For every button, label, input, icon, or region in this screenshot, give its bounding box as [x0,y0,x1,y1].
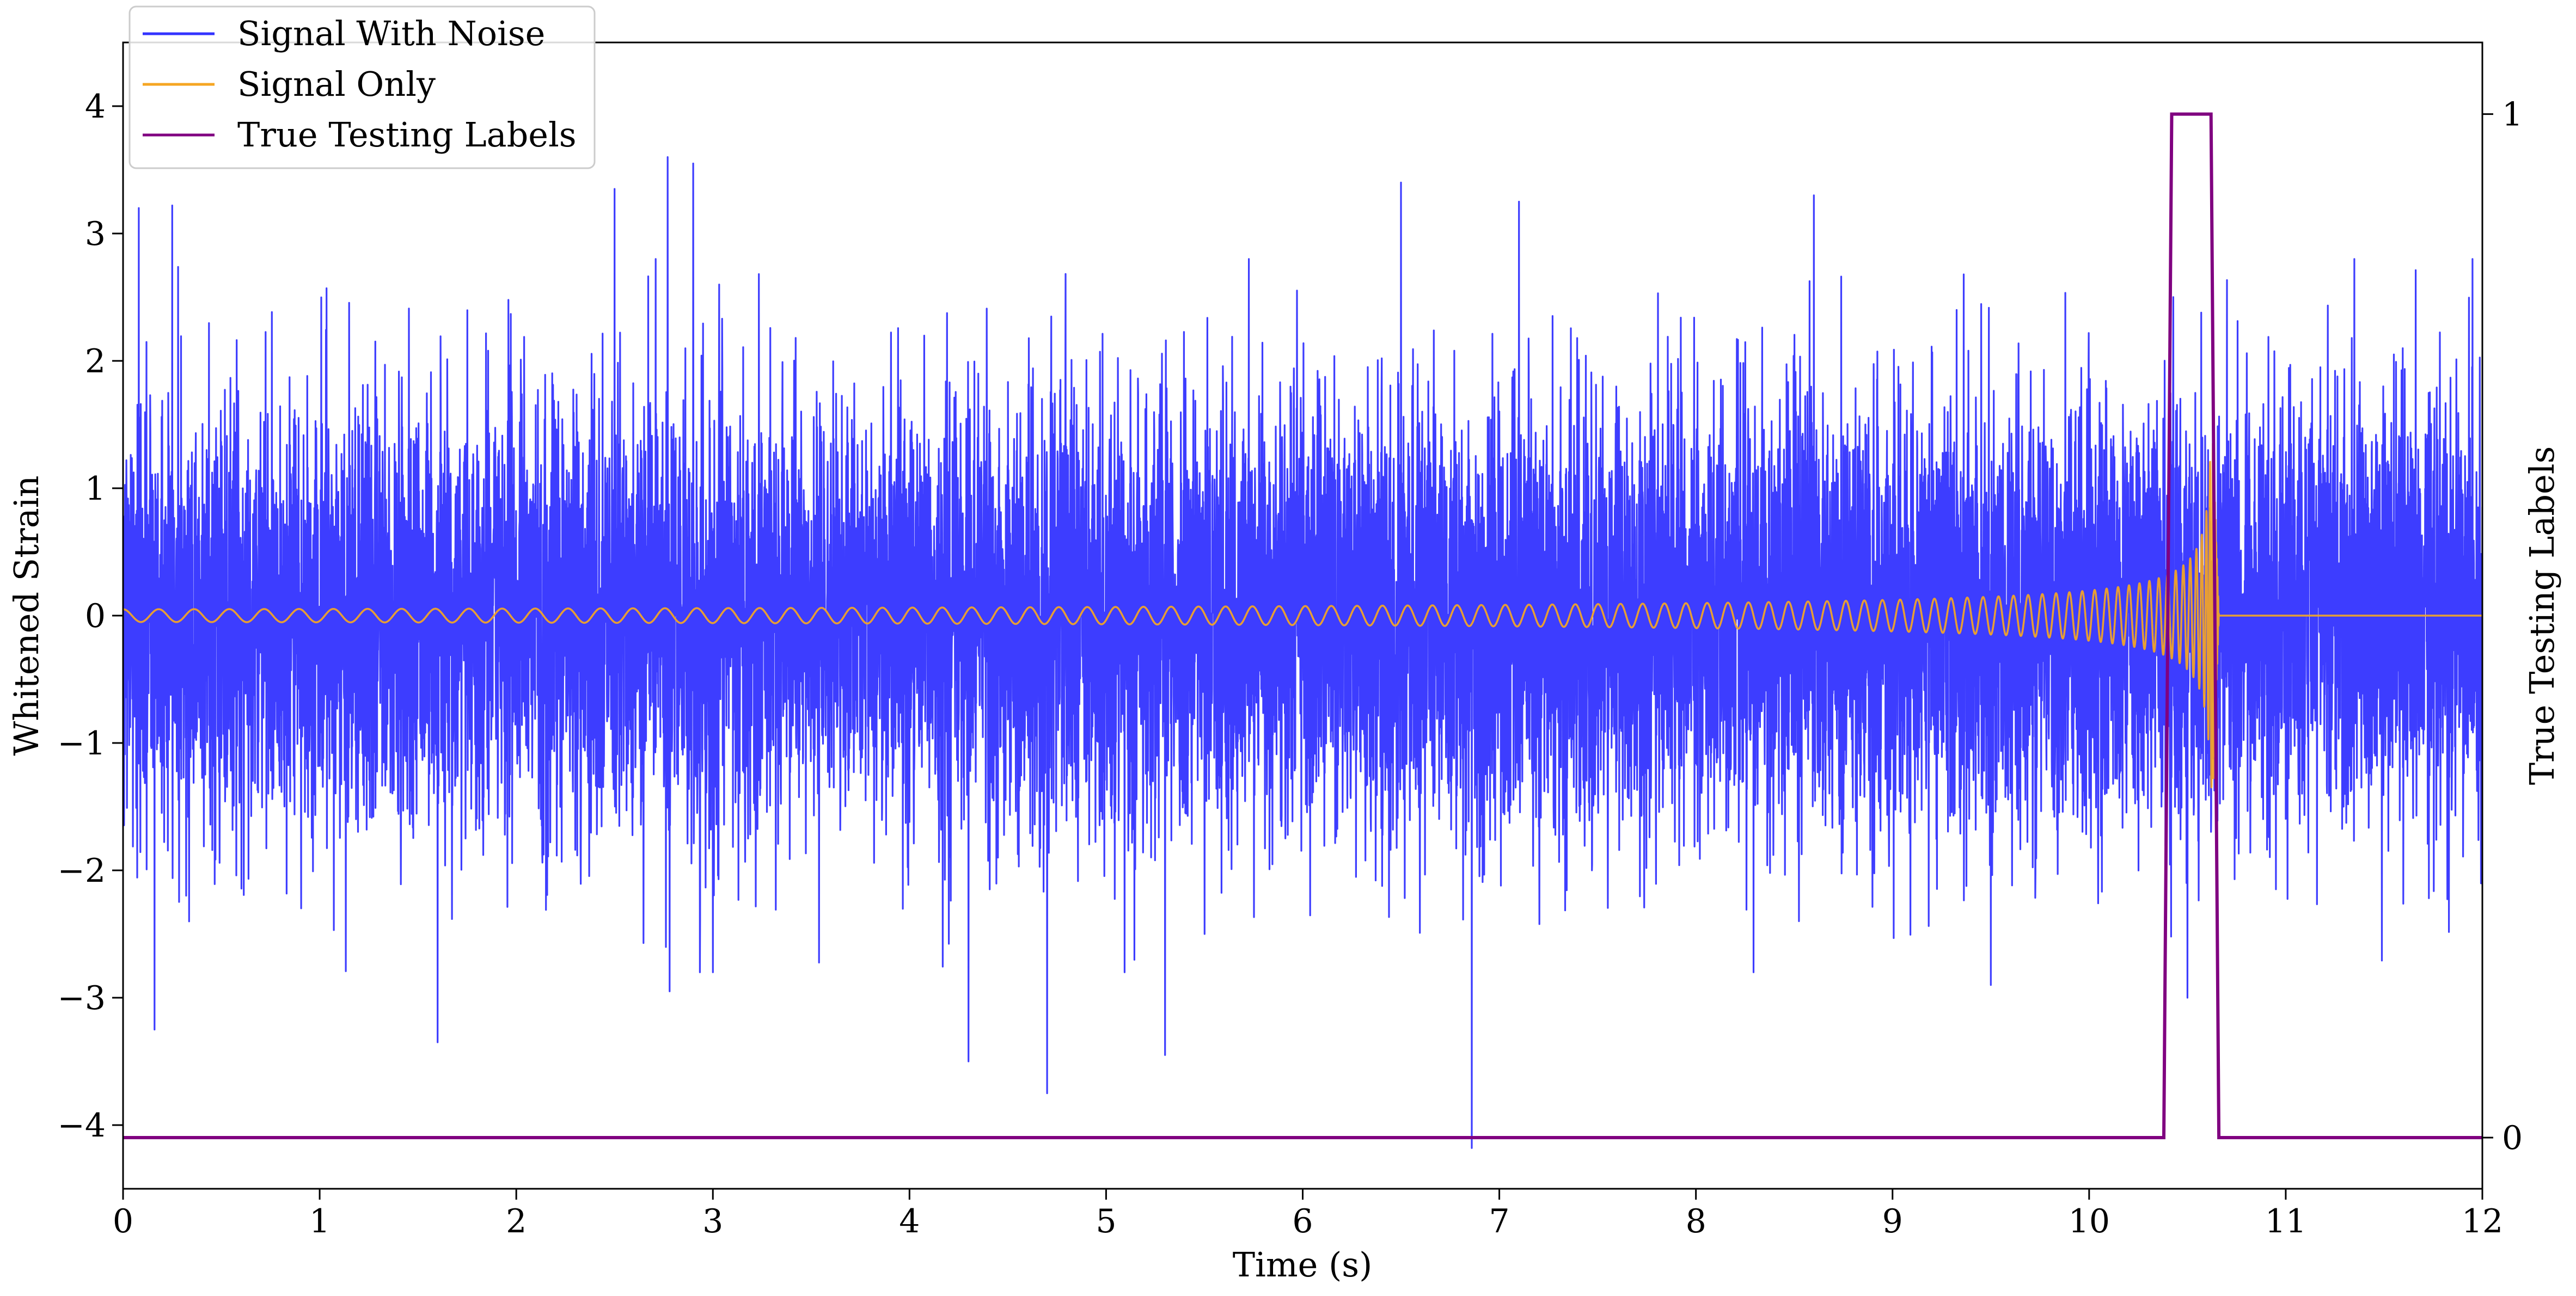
y-tick-label: 1 [85,470,106,508]
true-testing-labels-line [123,112,2482,1139]
y2-axis-label: True Testing Labels [2522,446,2562,785]
x-tick-label: 0 [113,1202,133,1240]
legend-entry-signal-with-noise: Signal With Noise [237,14,545,53]
x-tick-label: 8 [1686,1202,1706,1240]
signal-with-noise-line [123,156,2482,1149]
legend: Signal With Noise Signal Only True Testi… [129,5,596,169]
x-tick-label: 11 [2265,1202,2306,1240]
x-tick-label: 2 [506,1202,527,1240]
y-tick-label: 2 [85,342,106,380]
legend-entry-true-testing-labels: True Testing Labels [237,115,577,155]
series-signal-only [123,443,2482,789]
y-tick-label: 0 [85,597,106,635]
x-tick-label: 4 [899,1202,920,1240]
x-tick-label: 6 [1292,1202,1313,1240]
x-tick-label: 9 [1882,1202,1903,1240]
x-tick-label: 12 [2462,1202,2503,1240]
y-axis-label: Whitened Strain [7,476,46,756]
series-true-testing-labels [123,112,2482,1139]
x-tick-label: 7 [1489,1202,1509,1240]
x-tick-label: 5 [1096,1202,1116,1240]
series-signal-with-noise [123,156,2482,1149]
signal-only-line [123,443,2482,789]
x-tick-label: 3 [702,1202,723,1240]
y-tick-label: 3 [85,215,106,253]
x-tick-label: 1 [309,1202,330,1240]
y2-tick-label: 0 [2502,1119,2523,1157]
y-axis-ticks: −4 −3 −2 −1 0 1 2 3 4 [58,88,123,1145]
y-tick-label: −3 [58,979,106,1017]
legend-entry-signal-only: Signal Only [237,64,436,104]
y-tick-label: −4 [58,1107,106,1145]
x-tick-label: 10 [2069,1202,2110,1240]
x-axis-label: Time (s) [1233,1245,1373,1285]
x-axis-ticks: 0 1 2 3 4 5 6 7 8 9 10 11 12 [113,1189,2503,1240]
y-tick-label: −2 [58,852,106,890]
y-tick-label: 4 [85,88,106,126]
y-tick-label: −1 [58,724,106,763]
y2-tick-label: 1 [2502,96,2523,134]
y2-axis-ticks: 01 [2482,96,2523,1157]
legend-box [129,5,596,169]
